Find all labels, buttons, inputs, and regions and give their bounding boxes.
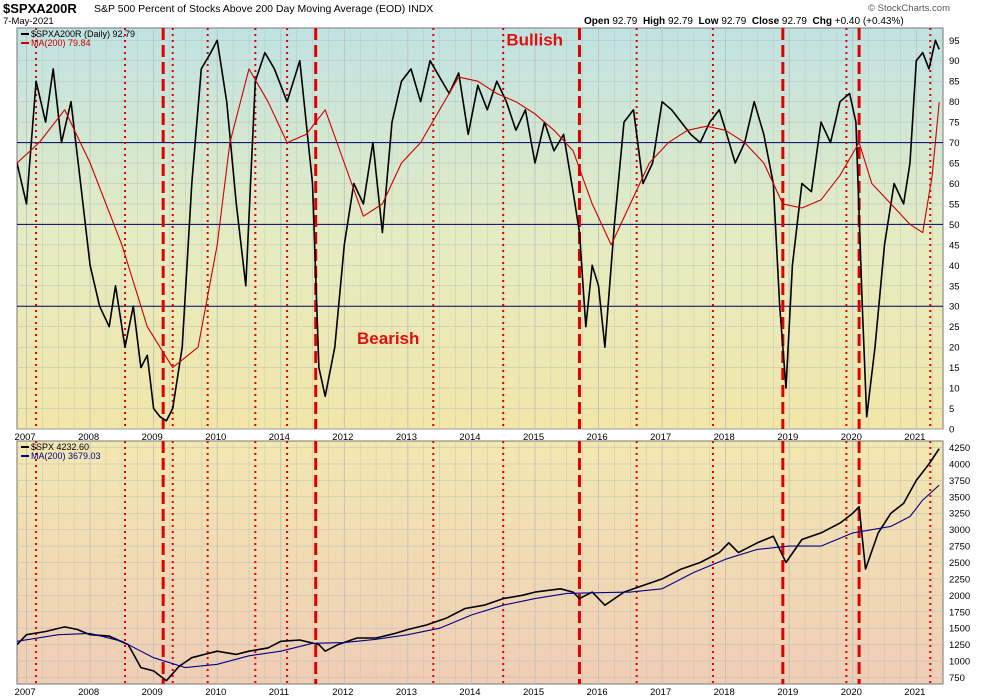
- chart-title: S&P 500 Percent of Stocks Above 200 Day …: [94, 3, 433, 15]
- x-tick-label: 2018: [714, 432, 735, 443]
- high-label: High: [642, 16, 666, 27]
- x-tick-label: 2014: [459, 432, 480, 443]
- x-tick-label: 2014: [459, 687, 480, 698]
- y-tick-label: 30: [949, 302, 960, 313]
- chg-label: Chg: [812, 16, 832, 27]
- series-line-bottom-1: [17, 484, 940, 669]
- annotation-bearish: Bearish: [357, 329, 419, 348]
- x-tick-label: 2007: [15, 432, 36, 443]
- x-tick-label: 2014: [269, 432, 290, 443]
- x-tick-label: 2015: [523, 432, 544, 443]
- x-tick-label: 2010: [205, 432, 226, 443]
- credit-label: © StockCharts.com: [868, 3, 950, 14]
- x-tick-label: 2012: [332, 687, 353, 698]
- open-value: 92.79: [612, 16, 638, 27]
- y-tick-label: 0: [949, 425, 954, 436]
- y-tick-label: 750: [949, 673, 965, 684]
- x-tick-label: 2017: [650, 687, 671, 698]
- y-tick-label: 60: [949, 179, 960, 190]
- x-tick-label: 2008: [78, 687, 99, 698]
- exchange-label: INDX: [408, 3, 434, 15]
- chart-symbol: $SPXA200R: [3, 1, 77, 16]
- y-tick-label: 1750: [949, 607, 970, 618]
- series-line-bottom-0: [17, 448, 940, 682]
- series-line-top-0: [17, 39, 940, 422]
- y-tick-label: 4000: [949, 459, 970, 470]
- y-tick-label: 40: [949, 261, 960, 272]
- low-label: Low: [698, 16, 719, 27]
- open-label: Open: [584, 16, 610, 27]
- x-tick-label: 2021: [904, 687, 925, 698]
- x-tick-label: 2020: [841, 432, 862, 443]
- ohlc-readout: Open 92.79 High 92.79 Low 92.79 Close 92…: [584, 16, 904, 27]
- y-tick-label: 20: [949, 343, 960, 354]
- y-tick-label: 4250: [949, 443, 970, 454]
- x-tick-label: 2013: [396, 432, 417, 443]
- y-tick-label: 3250: [949, 509, 970, 520]
- legend-label: MA(200) 79.84: [31, 38, 91, 48]
- x-tick-label: 2007: [15, 687, 36, 698]
- y-tick-label: 65: [949, 159, 960, 170]
- chart-date: 7-May-2021: [3, 16, 54, 27]
- x-tick-label: 2018: [714, 687, 735, 698]
- y-tick-label: 75: [949, 118, 960, 129]
- y-tick-label: 2500: [949, 558, 970, 569]
- x-tick-label: 2016: [587, 432, 608, 443]
- x-tick-label: 2009: [142, 687, 163, 698]
- y-tick-label: 15: [949, 363, 960, 374]
- y-tick-label: 50: [949, 220, 960, 231]
- y-tick-label: 2250: [949, 574, 970, 585]
- x-tick-label: 2021: [904, 432, 925, 443]
- x-tick-label: 2013: [396, 687, 417, 698]
- series-line-top-1: [17, 68, 940, 369]
- close-label: Close: [751, 16, 780, 27]
- y-tick-label: 3750: [949, 476, 970, 487]
- high-value: 92.79: [667, 16, 693, 27]
- chart-title-text: S&P 500 Percent of Stocks Above 200 Day …: [94, 3, 406, 15]
- y-tick-label: 70: [949, 138, 960, 149]
- x-tick-label: 2016: [587, 687, 608, 698]
- chg-value: +0.40 (+0.43%): [834, 16, 904, 27]
- y-tick-label: 2000: [949, 591, 970, 602]
- low-value: 92.79: [721, 16, 747, 27]
- x-tick-label: 2017: [650, 432, 671, 443]
- x-tick-label: 2015: [523, 687, 544, 698]
- y-tick-label: 10: [949, 384, 960, 395]
- y-tick-label: 3000: [949, 525, 970, 536]
- y-tick-label: 1000: [949, 657, 970, 668]
- y-tick-label: 2750: [949, 542, 970, 553]
- x-tick-label: 2011: [269, 687, 289, 698]
- y-tick-label: 1250: [949, 640, 970, 651]
- legend-label: $SPXA200R (Daily) 92.79: [31, 29, 135, 39]
- y-tick-label: 80: [949, 97, 960, 108]
- x-tick-label: 2019: [777, 432, 798, 443]
- y-tick-label: 5: [949, 404, 954, 415]
- close-value: 92.79: [781, 16, 807, 27]
- y-tick-label: 90: [949, 56, 960, 67]
- y-tick-label: 35: [949, 281, 960, 292]
- legend-label: $SPX 4232.60: [31, 442, 89, 452]
- x-tick-label: 2019: [777, 687, 798, 698]
- x-tick-label: 2009: [142, 432, 163, 443]
- x-tick-label: 2020: [841, 687, 862, 698]
- y-tick-label: 25: [949, 322, 960, 333]
- y-tick-label: 85: [949, 77, 960, 88]
- y-tick-label: 45: [949, 240, 960, 251]
- x-tick-label: 2010: [205, 687, 226, 698]
- y-tick-label: 3500: [949, 492, 970, 503]
- x-tick-label: 2008: [78, 432, 99, 443]
- y-tick-label: 1500: [949, 624, 970, 635]
- top-panel-background: [16, 27, 944, 430]
- x-tick-label: 2012: [332, 432, 353, 443]
- legend-label: MA(200) 3679.03: [31, 451, 101, 461]
- y-tick-label: 55: [949, 199, 960, 210]
- y-tick-label: 95: [949, 36, 960, 47]
- annotation-bullish: Bullish: [506, 30, 563, 49]
